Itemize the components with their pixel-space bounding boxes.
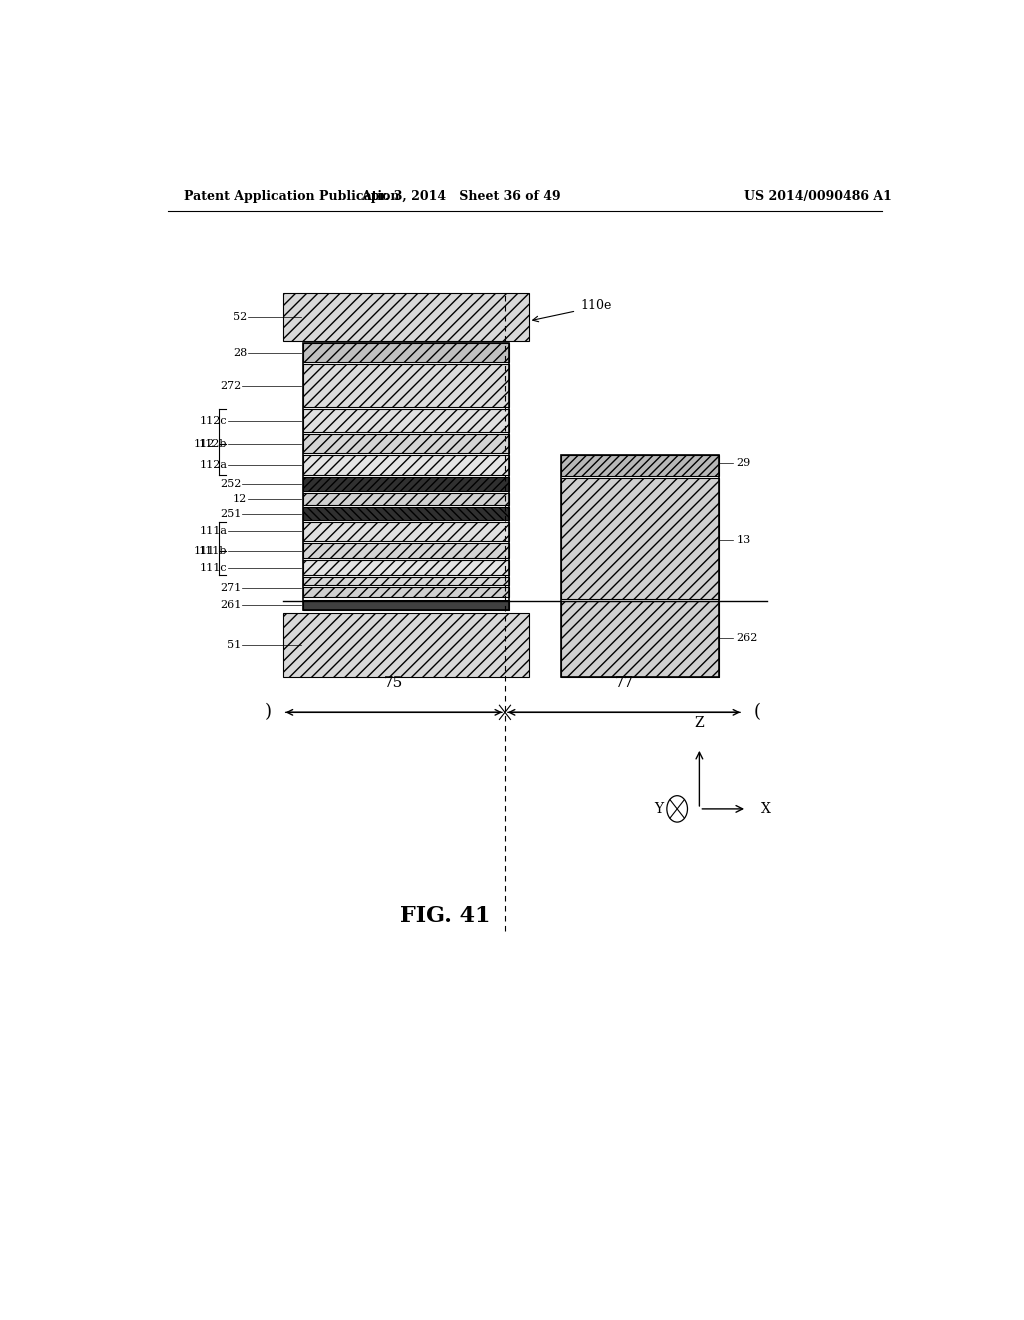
Text: 75: 75 (384, 676, 403, 690)
Bar (303, 434, 509, 453)
Text: 112: 112 (194, 440, 215, 449)
Bar (303, 560, 509, 576)
Bar (283, 293, 528, 342)
Bar (303, 523, 509, 541)
Text: US 2014/0090486 A1: US 2014/0090486 A1 (744, 190, 892, 202)
Bar (303, 543, 509, 558)
Bar (303, 364, 509, 408)
Bar (303, 434, 509, 453)
Bar (303, 523, 509, 541)
Text: Apr. 3, 2014   Sheet 36 of 49: Apr. 3, 2014 Sheet 36 of 49 (361, 190, 561, 202)
Bar (303, 492, 509, 506)
Bar (283, 612, 528, 677)
Text: Patent Application Publication: Patent Application Publication (183, 190, 399, 202)
Text: 112b: 112b (199, 440, 227, 449)
Text: 111: 111 (194, 545, 215, 556)
Text: 112c: 112c (200, 416, 227, 425)
Text: 110e: 110e (581, 300, 611, 313)
Bar (303, 587, 509, 598)
Text: 272: 272 (220, 381, 242, 391)
Text: 252: 252 (220, 479, 242, 488)
Bar (303, 343, 509, 362)
Text: 112a: 112a (200, 461, 227, 470)
Bar (560, 455, 719, 475)
Text: (: ( (754, 704, 761, 721)
Text: 52: 52 (232, 312, 247, 322)
Text: Z: Z (694, 715, 705, 730)
Bar (303, 543, 509, 558)
Bar (560, 455, 719, 677)
Text: 28: 28 (232, 347, 247, 358)
Text: 29: 29 (736, 458, 751, 469)
Bar (560, 455, 719, 475)
Text: 51: 51 (227, 640, 242, 651)
Text: ): ) (265, 704, 272, 721)
Bar (303, 409, 509, 432)
Bar (303, 507, 509, 520)
Text: FIG. 41: FIG. 41 (400, 904, 490, 927)
Bar (303, 343, 509, 610)
Bar (303, 577, 509, 585)
Text: 111b: 111b (199, 545, 227, 556)
Text: 251: 251 (220, 510, 242, 519)
Text: 13: 13 (736, 535, 751, 545)
Text: 12: 12 (232, 494, 247, 504)
Text: 271: 271 (220, 583, 242, 593)
Text: 262: 262 (736, 634, 758, 643)
Bar (560, 601, 719, 677)
Text: Y: Y (653, 801, 663, 816)
Bar (303, 455, 509, 474)
Text: 111a: 111a (200, 527, 227, 536)
Bar (303, 409, 509, 432)
Bar (303, 560, 509, 576)
Text: 261: 261 (220, 599, 242, 610)
Bar (303, 477, 509, 491)
Text: 111c: 111c (200, 564, 227, 573)
Bar (303, 455, 509, 474)
Bar (303, 599, 509, 610)
Text: 77: 77 (614, 676, 634, 690)
Bar (560, 478, 719, 598)
Text: X: X (761, 801, 771, 816)
